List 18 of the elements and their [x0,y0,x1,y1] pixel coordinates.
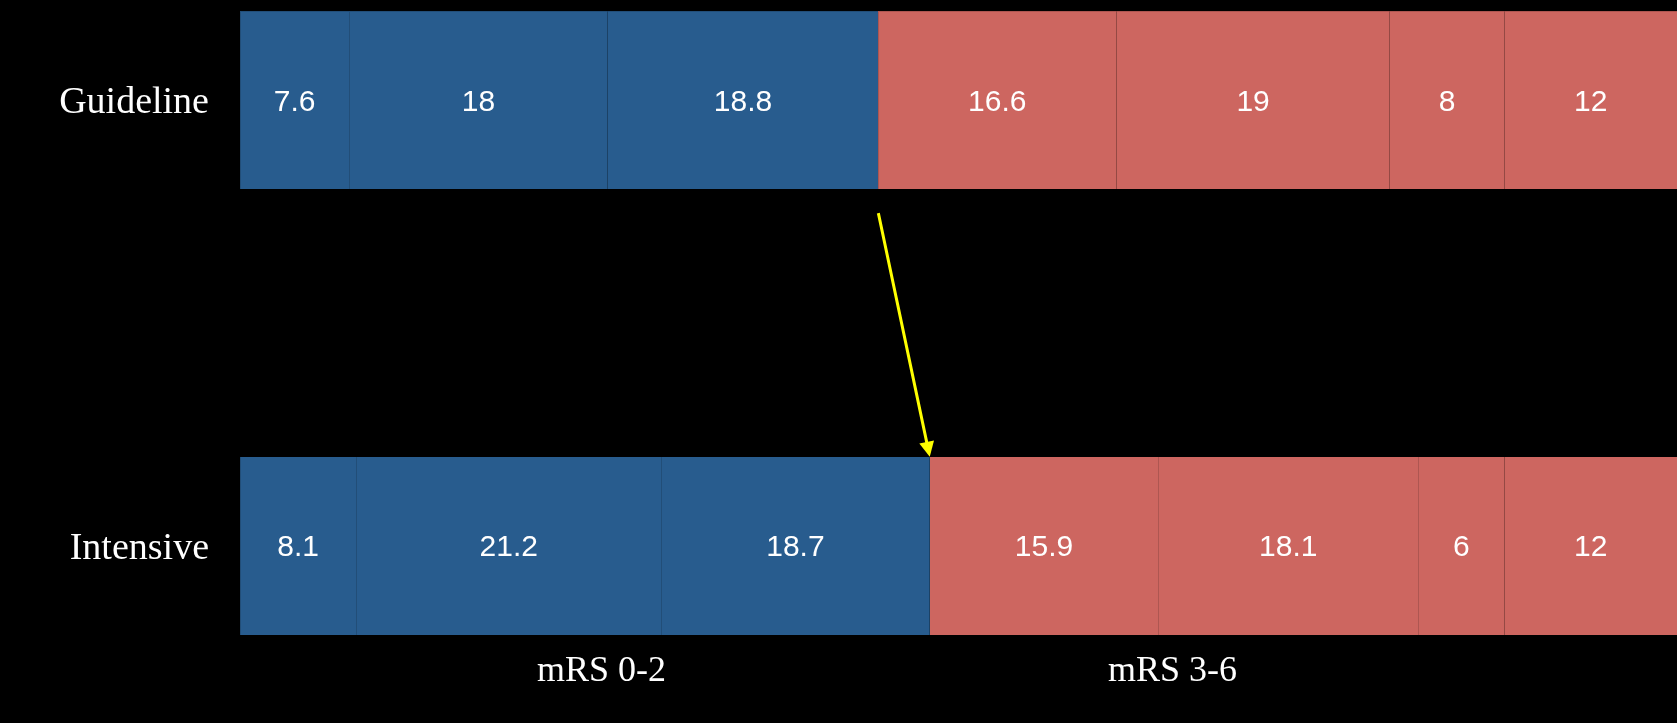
data-label: 21.2 [479,529,538,563]
data-label: 16.6 [968,83,1027,117]
annotation: mRS 3-6 [1108,649,1238,689]
data-label: 18 [461,83,496,117]
data-label: 6 [1453,529,1470,563]
data-label: 8.1 [277,529,320,563]
data-label: 8 [1438,83,1456,117]
annotation: mRS 0-2 [537,649,667,689]
y-tick-label: Intensive [69,525,209,568]
data-label: 19 [1236,83,1270,117]
data-label: 18.1 [1259,529,1318,563]
data-label: 12 [1574,529,1608,563]
data-label: 18.7 [766,529,825,563]
y-tick-label: Guideline [59,79,209,122]
data-label: 12 [1574,83,1608,117]
data-label: 18.8 [713,83,773,117]
data-label: 15.9 [1014,529,1074,563]
data-label: 7.6 [273,83,316,117]
